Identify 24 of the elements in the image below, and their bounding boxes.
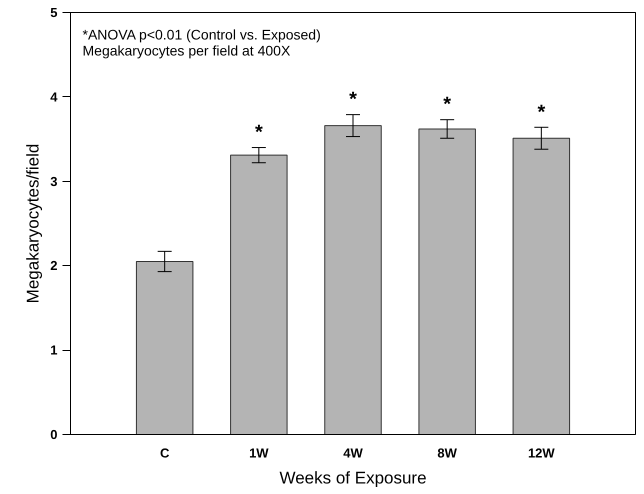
annotation: * <box>254 122 263 144</box>
annotation: *ANOVA p<0.01 (Control vs. Exposed) <box>82 26 321 42</box>
y-tick-label: 1 <box>50 342 58 358</box>
y-tick-label: 4 <box>50 89 58 104</box>
y-tick-label: 3 <box>50 174 58 189</box>
y-axis-title: Megakaryocytes/field <box>23 144 42 304</box>
y-tick-label: 0 <box>50 427 58 442</box>
annotation: Megakaryocytes per field at 400X <box>82 42 291 58</box>
x-tick-label: 1W <box>249 446 270 460</box>
bar <box>230 154 288 434</box>
x-tick-label: 12W <box>528 446 556 460</box>
annotation: * <box>443 94 452 116</box>
y-tick-label: 5 <box>50 5 58 20</box>
x-tick-label: 8W <box>437 446 458 460</box>
y-tick-label: 2 <box>50 258 58 274</box>
x-tick-label: C <box>160 446 170 460</box>
bar <box>136 260 194 434</box>
bar <box>512 138 570 434</box>
x-axis-title: Weeks of Exposure <box>279 468 427 488</box>
x-tick-label: 4W <box>343 446 364 460</box>
bar <box>418 128 476 434</box>
annotation: * <box>349 88 358 111</box>
annotation: * <box>537 101 546 124</box>
bar <box>324 125 382 434</box>
